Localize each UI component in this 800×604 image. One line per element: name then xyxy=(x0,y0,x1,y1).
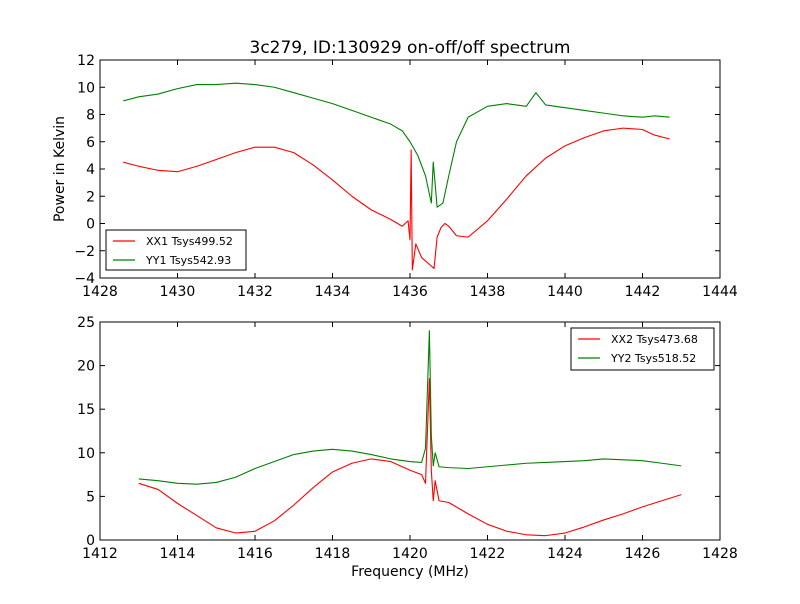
bottom-legend-label-1: XX2 Tsys473.68 xyxy=(611,333,698,346)
bottom-xtick-label: 1414 xyxy=(160,546,196,562)
bottom-series-1-line xyxy=(138,378,682,537)
top-ytick-label: 12 xyxy=(77,53,95,69)
bottom-legend-label-2: YY2 Tsys518.52 xyxy=(610,352,696,365)
bottom-xtick-label: 1418 xyxy=(315,546,351,562)
top-xtick-label: 1442 xyxy=(625,284,661,300)
bottom-ytick-label: 5 xyxy=(86,489,95,505)
top-xtick-label: 1434 xyxy=(315,284,351,300)
bottom-legend-box xyxy=(570,327,715,371)
bottom-ytick-label: 10 xyxy=(77,446,95,462)
top-ytick-label: −4 xyxy=(74,271,95,287)
bottom-ytick-label: 25 xyxy=(77,315,95,331)
bottom-series-2-line xyxy=(138,330,682,485)
top-ytick-label: 6 xyxy=(86,135,95,151)
top-series-2-line xyxy=(123,82,670,208)
bottom-xlabel: Frequency (MHz) xyxy=(351,564,469,580)
top-xtick-label: 1436 xyxy=(392,284,428,300)
top-series-1-line xyxy=(123,127,670,271)
top-xtick-label: 1430 xyxy=(160,284,196,300)
top-legend-label-1: XX1 Tsys499.52 xyxy=(146,235,233,248)
top-legend-label-2: YY1 Tsys542.93 xyxy=(145,254,231,267)
top-legend-box xyxy=(105,229,247,271)
top-ytick-label: 8 xyxy=(86,108,95,124)
top-ytick-label: 0 xyxy=(86,217,95,233)
top-xtick-label: 1428 xyxy=(82,284,118,300)
top-xtick-label: 1444 xyxy=(702,284,738,300)
bottom-xtick-label: 1412 xyxy=(82,546,118,562)
top-xtick-label: 1438 xyxy=(470,284,506,300)
bottom-xtick-label: 1424 xyxy=(547,546,583,562)
bottom-xtick-label: 1422 xyxy=(470,546,506,562)
bottom-xtick-label: 1426 xyxy=(625,546,661,562)
top-xtick-label: 1440 xyxy=(547,284,583,300)
bottom-xtick-label: 1428 xyxy=(702,546,738,562)
top-ytick-label: 2 xyxy=(86,189,95,205)
chart-title: 3c279, ID:130929 on-off/off spectrum xyxy=(250,38,571,58)
top-ylabel: Power in Kelvin xyxy=(52,116,68,222)
bottom-xtick-label: 1416 xyxy=(237,546,273,562)
top-ytick-label: 4 xyxy=(86,162,95,178)
bottom-ytick-label: 0 xyxy=(86,533,95,549)
bottom-ytick-label: 15 xyxy=(77,402,95,418)
bottom-ytick-label: 20 xyxy=(77,359,95,375)
top-ytick-label: 10 xyxy=(77,80,95,96)
bottom-xtick-label: 1420 xyxy=(392,546,428,562)
top-xtick-label: 1432 xyxy=(237,284,273,300)
top-ytick-label: −2 xyxy=(74,244,95,260)
